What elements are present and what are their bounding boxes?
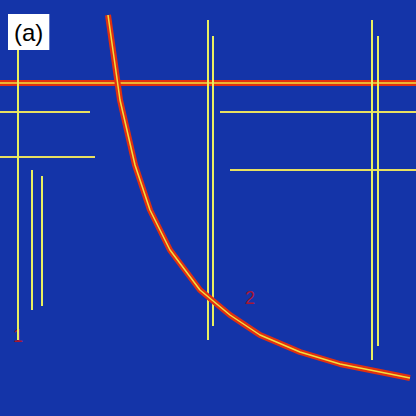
svg-text:2: 2 xyxy=(245,288,255,308)
svg-text:(a): (a) xyxy=(14,19,43,46)
svg-text:1: 1 xyxy=(13,326,23,346)
